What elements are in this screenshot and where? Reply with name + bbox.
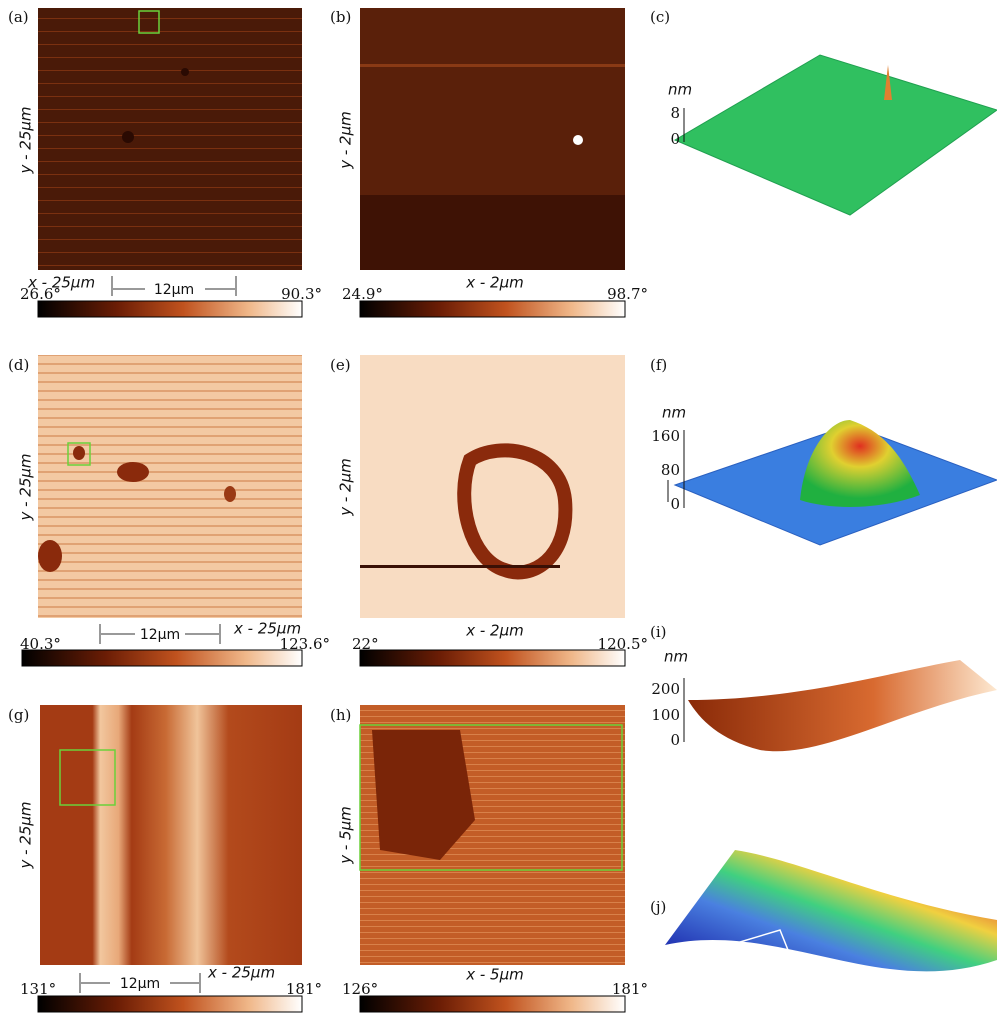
- panel-label: (c): [650, 8, 670, 26]
- x-label: x - 5μm: [465, 966, 524, 984]
- figure: (a) (b) (c) (d) (e) (f) (g) (h) (i) (j) …: [0, 0, 997, 1021]
- colorbar-max: 123.6°: [280, 635, 330, 653]
- panel-label: (i): [650, 623, 667, 641]
- z-tick-label: 80: [661, 461, 680, 479]
- colorbar-min: 40.3°: [20, 635, 61, 653]
- defect: [117, 462, 149, 482]
- z-tick-label: 160: [651, 427, 680, 445]
- afm-image: [40, 705, 302, 965]
- afm-image: [38, 8, 302, 270]
- z-tick-label: 200: [651, 680, 680, 698]
- panel-label: (a): [8, 8, 29, 26]
- z-unit: nm: [664, 648, 688, 666]
- surface-3d: [688, 660, 997, 751]
- defect: [122, 131, 134, 143]
- colorbar-min: 126°: [342, 980, 378, 998]
- panel-label: (f): [650, 356, 667, 374]
- defect: [181, 68, 189, 76]
- panel-label: (e): [330, 356, 351, 374]
- colorbar: [360, 301, 625, 317]
- panel-label: (b): [330, 8, 351, 26]
- y-label: y - 2μm: [337, 458, 355, 517]
- afm-image: [38, 355, 302, 618]
- surface-3d: [675, 55, 997, 215]
- scale-bar-label: 12μm: [154, 282, 194, 298]
- colorbar-min: 24.9°: [342, 285, 383, 303]
- z-unit: nm: [668, 81, 692, 99]
- panel-label: (j): [650, 898, 666, 916]
- afm-streak: [360, 64, 625, 67]
- y-label: y - 25μm: [17, 453, 35, 521]
- z-tick-label: 0: [670, 731, 680, 749]
- y-label: y - 25μm: [17, 801, 35, 869]
- afm-streak: [360, 565, 560, 568]
- x-label: x - 2μm: [465, 274, 524, 292]
- peak: [800, 420, 920, 507]
- y-label: y - 2μm: [337, 111, 355, 170]
- afm-band: [360, 195, 625, 270]
- colorbar-max: 90.3°: [281, 285, 322, 303]
- colorbar-max: 181°: [612, 980, 648, 998]
- colorbar: [360, 650, 625, 666]
- defect: [38, 540, 62, 572]
- colorbar-min: 22°: [352, 635, 379, 653]
- colorbar: [360, 996, 625, 1012]
- scale-bar-label: 12μm: [120, 976, 160, 992]
- z-tick-label: 0: [670, 495, 680, 513]
- colorbar-max: 98.7°: [607, 285, 648, 303]
- y-label: y - 25μm: [17, 106, 35, 174]
- colorbar-min: 131°: [20, 980, 56, 998]
- colorbar: [38, 996, 302, 1012]
- colorbar-max: 181°: [286, 980, 322, 998]
- defect: [224, 486, 236, 502]
- z-tick-label: 100: [651, 706, 680, 724]
- colorbar-max: 120.5°: [598, 635, 648, 653]
- afm-image: [360, 355, 625, 618]
- colorbar-min: 26.6°: [20, 285, 61, 303]
- colorbar: [22, 650, 302, 666]
- scale-bar-label: 12μm: [140, 627, 180, 643]
- defect: [73, 446, 85, 460]
- panel-label: (g): [8, 706, 29, 724]
- panel-label: (d): [8, 356, 29, 374]
- y-label: y - 5μm: [337, 806, 355, 865]
- defect: [573, 135, 583, 145]
- colorbar: [38, 301, 302, 317]
- panel-label: (h): [330, 706, 351, 724]
- z-unit: nm: [662, 404, 686, 422]
- z-tick-label: 8: [670, 104, 680, 122]
- surface-3d: [665, 850, 997, 971]
- z-tick-label: 0: [670, 130, 680, 148]
- x-label: x - 2μm: [465, 622, 524, 640]
- x-label: x - 25μm: [207, 964, 275, 982]
